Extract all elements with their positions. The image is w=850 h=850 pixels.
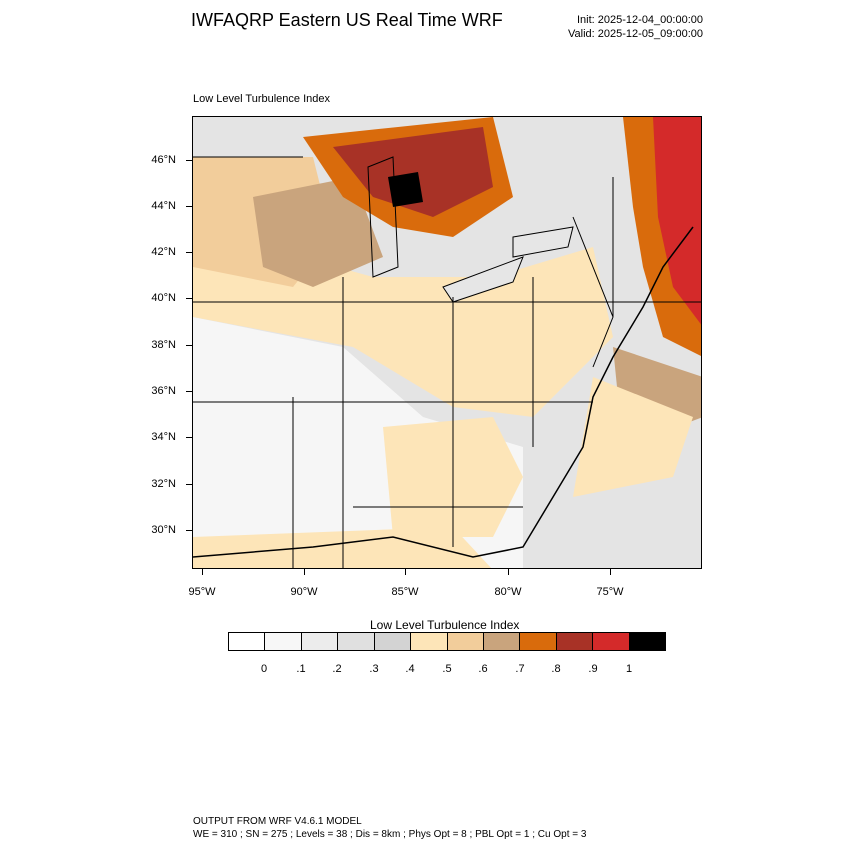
map-subtitle: Low Level Turbulence Index (193, 93, 330, 105)
gulf-coast-region (193, 527, 492, 568)
atlantic-tan-region (573, 377, 693, 497)
northeast-red-region (653, 117, 701, 325)
lat-label: 34°N (151, 431, 176, 443)
lake-michigan-outline (367, 156, 399, 278)
lat-tick (186, 160, 192, 161)
lon-label: 90°W (290, 586, 318, 598)
colorbar (228, 632, 666, 651)
lon-tick (610, 569, 611, 575)
colorbar-swatch (483, 633, 521, 650)
state-borders (193, 156, 701, 568)
lon-label: 85°W (391, 586, 419, 598)
lat-label: 30°N (151, 524, 176, 536)
colorbar-swatch (301, 633, 339, 650)
colorbar-swatch (411, 633, 448, 650)
colorbar-label: .5 (442, 663, 452, 675)
init-time: Init: 2025-12-04_00:00:00 (577, 14, 703, 26)
lat-label: 36°N (151, 385, 176, 397)
lake-erie-outline (442, 256, 524, 303)
colorbar-swatch (338, 633, 375, 650)
great-lakes-red-region (333, 127, 493, 217)
colorbar-swatch (447, 633, 484, 650)
lat-label: 46°N (151, 154, 176, 166)
lat-label: 40°N (151, 292, 176, 304)
colorbar-label: .2 (332, 663, 342, 675)
lat-tick (186, 484, 192, 485)
colorbar-swatch (556, 633, 594, 650)
lon-tick (405, 569, 406, 575)
chart-title: IWFAQRP Eastern US Real Time WRF (191, 10, 503, 30)
lake-ontario-outline (512, 226, 574, 258)
lon-tick (202, 569, 203, 575)
lat-tick (186, 345, 192, 346)
colorbar-label: .1 (296, 663, 306, 675)
colorbar-label: .3 (369, 663, 379, 675)
lat-tick (186, 206, 192, 207)
colorbar-label: 0 (260, 663, 268, 675)
colorbar-label: .4 (405, 663, 415, 675)
colorbar-label: 1 (625, 663, 633, 675)
colorbar-swatch (520, 633, 557, 650)
turbulence-map (193, 117, 701, 568)
colorbar-label: .8 (551, 663, 561, 675)
lat-tick (186, 298, 192, 299)
lon-tick (304, 569, 305, 575)
colorbar-title: Low Level Turbulence Index (370, 618, 520, 632)
lat-label: 44°N (151, 200, 176, 212)
lon-label: 95°W (188, 586, 216, 598)
lat-tick (186, 391, 192, 392)
colorbar-label: .7 (515, 663, 525, 675)
colorbar-label: .6 (478, 663, 488, 675)
lat-label: 42°N (151, 246, 176, 258)
lon-label: 75°W (596, 586, 624, 598)
colorbar-swatch (374, 633, 412, 650)
colorbar-label: .9 (588, 663, 598, 675)
lon-tick (508, 569, 509, 575)
lat-label: 38°N (151, 339, 176, 351)
lat-tick (186, 437, 192, 438)
lon-label: 80°W (494, 586, 522, 598)
colorbar-swatch (229, 633, 266, 650)
lat-tick (186, 530, 192, 531)
lat-label: 32°N (151, 478, 176, 490)
footer-model: OUTPUT FROM WRF V4.6.1 MODEL (193, 816, 362, 827)
lat-tick (186, 252, 192, 253)
wisconsin-brown-region (253, 177, 383, 287)
footer-config: WE = 310 ; SN = 275 ; Levels = 38 ; Dis … (193, 829, 587, 840)
colorbar-swatch (593, 633, 630, 650)
colorbar-swatch (629, 633, 666, 650)
max-index-region (388, 172, 423, 207)
map-panel (192, 116, 702, 569)
coastline (193, 226, 694, 558)
valid-time: Valid: 2025-12-05_09:00:00 (568, 28, 703, 40)
colorbar-swatch (265, 633, 302, 650)
